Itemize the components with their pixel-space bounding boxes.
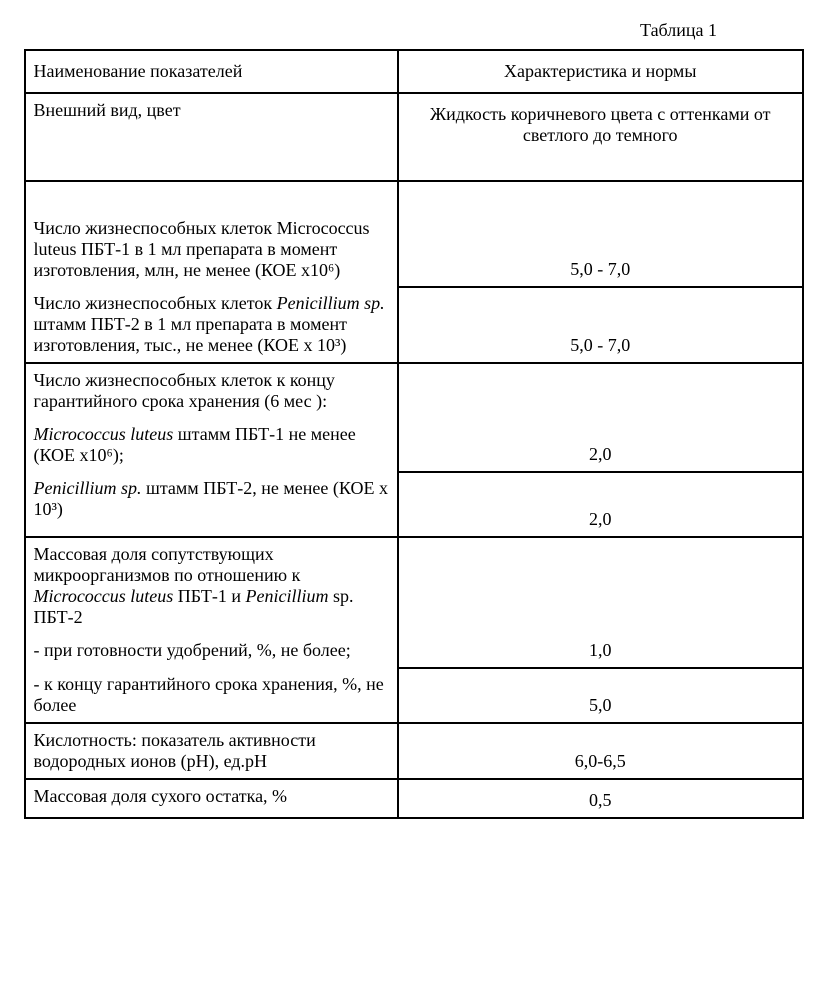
species-name: Penicillium sp. <box>34 478 142 498</box>
specifications-table: Наименование показателей Характеристика … <box>24 49 804 819</box>
header-indicator: Наименование показателей <box>25 50 398 93</box>
cell-mass-fraction-end: - к концу гарантийного срока хранения, %… <box>25 668 398 723</box>
cell-mass-fraction-end-value: 5,0 <box>398 668 803 723</box>
table-row: Число жизнеспособных клеток Micrococcus … <box>25 212 803 287</box>
cell-mass-fraction-ready: - при готовности удобрений, %, не более; <box>25 634 398 668</box>
cell-micrococcus-warranty-value: 2,0 <box>398 418 803 472</box>
table-row: Внешний вид, цвет Жидкость коричневого ц… <box>25 93 803 181</box>
species-name: Penicillium sp. <box>277 293 385 313</box>
table-row: Micrococcus luteus штамм ПБТ-1 не менее … <box>25 418 803 472</box>
cell-penicillium-mfg: Число жизнеспособных клеток Penicillium … <box>25 287 398 363</box>
cell-dry-residue-name: Массовая доля сухого остатка, % <box>25 779 398 818</box>
cell-penicillium-mfg-value: 5,0 - 7,0 <box>398 287 803 363</box>
cell-warranty-heading: Число жизнеспособных клеток к концу гара… <box>25 363 398 418</box>
table-row: Число жизнеспособных клеток к концу гара… <box>25 363 803 418</box>
table-row: Число жизнеспособных клеток Penicillium … <box>25 287 803 363</box>
cell-dry-residue-value: 0,5 <box>398 779 803 818</box>
table-row: - к концу гарантийного срока хранения, %… <box>25 668 803 723</box>
text-fragment: Массовая доля сопутствующих микроорганиз… <box>34 544 301 585</box>
cell-appearance-name: Внешний вид, цвет <box>25 93 398 181</box>
table-row: Кислотность: показатель активности водор… <box>25 723 803 779</box>
table-header-row: Наименование показателей Характеристика … <box>25 50 803 93</box>
cell-acidity-name: Кислотность: показатель активности водор… <box>25 723 398 779</box>
table-row: Массовая доля сухого остатка, % 0,5 <box>25 779 803 818</box>
cell-penicillium-warranty: Penicillium sp. штамм ПБТ-2, не менее (К… <box>25 472 398 537</box>
cell-micrococcus-mfg-value: 5,0 - 7,0 <box>398 212 803 287</box>
cell-micrococcus-warranty: Micrococcus luteus штамм ПБТ-1 не менее … <box>25 418 398 472</box>
species-name: Micrococcus luteus <box>34 424 174 444</box>
table-row: Массовая доля сопутствующих микроорганиз… <box>25 537 803 634</box>
text-fragment: ПБТ-1 и <box>173 586 245 606</box>
table-row: - при готовности удобрений, %, не более;… <box>25 634 803 668</box>
species-name: Penicillium <box>246 586 329 606</box>
text-fragment: штамм ПБТ-2 в 1 мл препарата в момент из… <box>34 314 347 355</box>
header-norms: Характеристика и нормы <box>398 50 803 93</box>
cell-appearance-value: Жидкость коричневого цвета с оттенками о… <box>398 93 803 181</box>
species-name: Micrococcus luteus <box>34 586 174 606</box>
cell-acidity-value: 6,0-6,5 <box>398 723 803 779</box>
table-row: Penicillium sp. штамм ПБТ-2, не менее (К… <box>25 472 803 537</box>
text-fragment: Число жизнеспособных клеток <box>34 293 277 313</box>
cell-mass-fraction-heading: Массовая доля сопутствующих микроорганиз… <box>25 537 398 634</box>
table-row <box>25 181 803 212</box>
cell-penicillium-warranty-value: 2,0 <box>398 472 803 537</box>
cell-mass-fraction-ready-value: 1,0 <box>398 634 803 668</box>
table-caption: Таблица 1 <box>20 20 807 41</box>
cell-micrococcus-mfg: Число жизнеспособных клеток Micrococcus … <box>25 212 398 287</box>
